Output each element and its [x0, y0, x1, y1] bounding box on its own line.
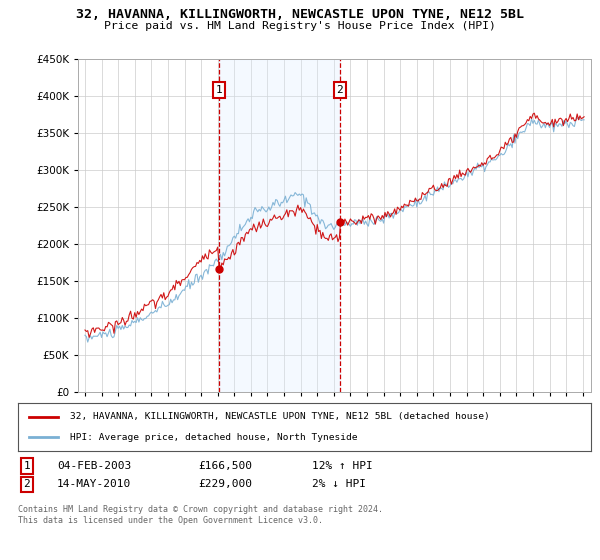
Text: 2: 2 — [337, 85, 343, 95]
Text: 32, HAVANNA, KILLINGWORTH, NEWCASTLE UPON TYNE, NE12 5BL (detached house): 32, HAVANNA, KILLINGWORTH, NEWCASTLE UPO… — [70, 412, 490, 421]
Text: 12% ↑ HPI: 12% ↑ HPI — [312, 461, 373, 471]
Text: £229,000: £229,000 — [198, 479, 252, 489]
Bar — [219, 59, 340, 392]
Text: 2: 2 — [23, 479, 31, 489]
Text: Contains HM Land Registry data © Crown copyright and database right 2024.
This d: Contains HM Land Registry data © Crown c… — [18, 505, 383, 525]
Text: Price paid vs. HM Land Registry's House Price Index (HPI): Price paid vs. HM Land Registry's House … — [104, 21, 496, 31]
Text: 1: 1 — [215, 85, 223, 95]
Text: £166,500: £166,500 — [198, 461, 252, 471]
Text: 14-MAY-2010: 14-MAY-2010 — [57, 479, 131, 489]
Text: 32, HAVANNA, KILLINGWORTH, NEWCASTLE UPON TYNE, NE12 5BL: 32, HAVANNA, KILLINGWORTH, NEWCASTLE UPO… — [76, 8, 524, 21]
Text: 04-FEB-2003: 04-FEB-2003 — [57, 461, 131, 471]
Text: HPI: Average price, detached house, North Tyneside: HPI: Average price, detached house, Nort… — [70, 433, 357, 442]
Text: 2% ↓ HPI: 2% ↓ HPI — [312, 479, 366, 489]
Text: 1: 1 — [23, 461, 31, 471]
